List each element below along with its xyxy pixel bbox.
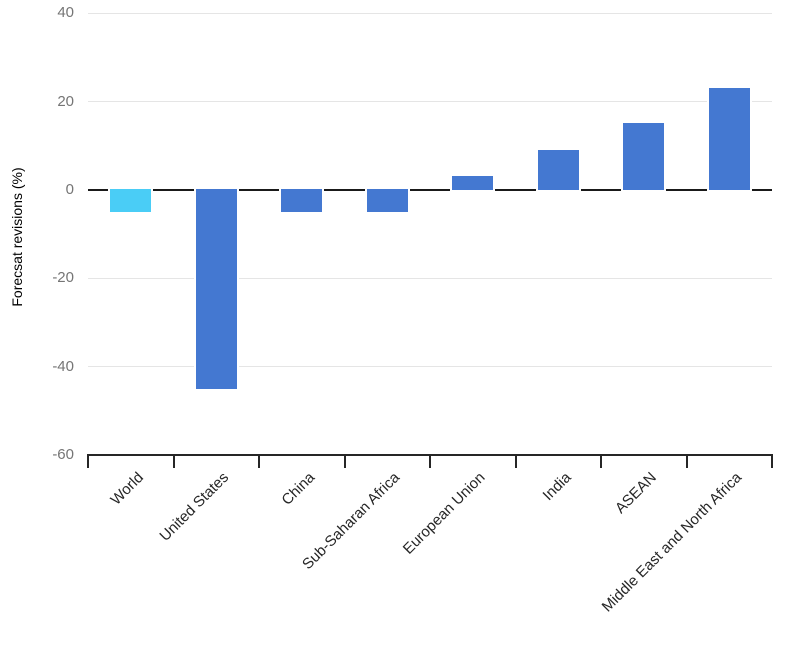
x-axis-tick [172,454,175,468]
gridline [88,277,772,279]
bar [110,189,152,213]
x-axis-tick [600,454,602,468]
x-axis-tick [429,454,431,468]
x-axis-tick [87,454,89,468]
zero-baseline [88,188,772,191]
x-axis-tick [258,454,260,468]
x-axis-tick [771,454,773,468]
y-tick-label: 40 [57,4,74,22]
y-tick-label: 0 [65,181,74,198]
x-category-label: China [278,468,318,509]
gridline [88,12,772,14]
bar [195,189,237,389]
x-axis-tick [685,454,688,468]
gridline [88,366,772,368]
bar [708,87,750,191]
x-category-label: ASEAN [611,468,660,517]
x-category-label: World [107,468,147,509]
x-category-label: India [539,468,575,504]
bar [452,176,494,191]
y-tick-label: -20 [52,269,74,287]
bar [281,189,323,213]
x-axis-tick [514,454,517,468]
y-tick-label: -60 [52,446,74,464]
x-category-label: Middle East and North Africa [598,468,746,616]
y-tick-label: 20 [57,92,74,110]
x-category-label: United States [156,468,233,545]
x-category-label: European Union [400,468,489,558]
y-tick-label: -40 [52,357,74,375]
bar [537,149,579,191]
bar [623,123,665,191]
bar [366,189,408,213]
gridline [88,101,772,103]
x-axis-tick [343,454,346,468]
